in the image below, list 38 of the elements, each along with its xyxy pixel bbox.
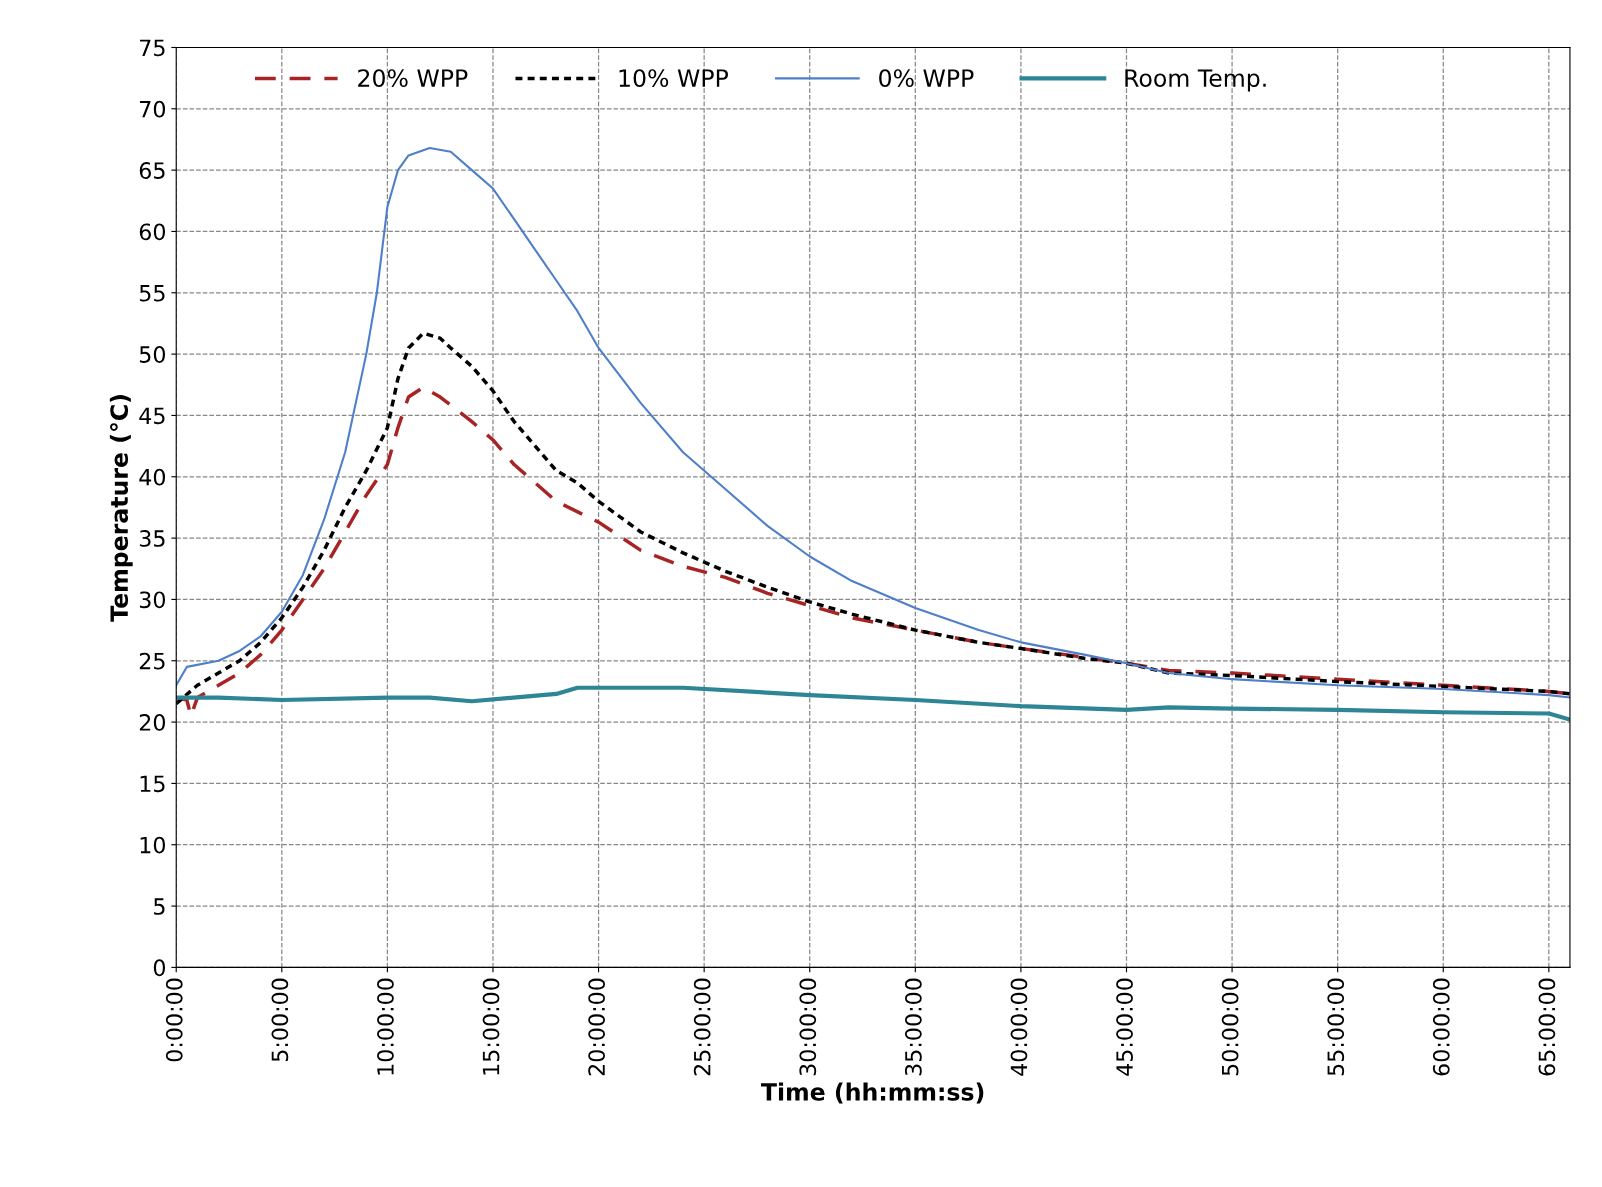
legend-label: 20% WPP — [358, 69, 468, 88]
y-tick-label: 75 — [140, 39, 165, 57]
y-tick-label: 55 — [139, 285, 165, 302]
y-tick-label: 5 — [154, 898, 165, 915]
x-tick-label: 10:00:00 — [377, 978, 394, 1075]
y-tick-label: 15 — [140, 775, 165, 793]
y-tick-label: 20 — [139, 714, 166, 731]
y-tick-label: 10 — [140, 836, 166, 854]
x-tick-label: 20:00:00 — [588, 978, 606, 1076]
x-tick-label: 30:00:00 — [799, 978, 817, 1076]
legend-label: 10% WPP — [619, 69, 729, 88]
legend-label: Room Temp. — [1125, 69, 1266, 92]
x-tick-label: 55:00:00 — [1327, 978, 1345, 1076]
y-tick-label: 70 — [140, 100, 166, 118]
y-tick-label: 65 — [139, 162, 165, 179]
x-tick-label: 15:00:00 — [482, 978, 500, 1075]
x-tick-label: 35:00:00 — [904, 978, 922, 1076]
y-tick-label: 50 — [139, 346, 166, 363]
x-tick-label: 40:00:00 — [1010, 978, 1028, 1076]
x-tick-label: 50:00:00 — [1221, 978, 1239, 1076]
legend-label: 0% WPP — [879, 69, 974, 88]
x-tick-label: 5:00:00 — [271, 978, 289, 1062]
y-tick-label: 40 — [139, 468, 166, 486]
x-axis-title: Time (hh:mm:ss) — [760, 1082, 984, 1104]
x-tick-label: 25:00:00 — [693, 978, 711, 1076]
y-tick-label: 25 — [139, 652, 165, 670]
x-tick-label: 65:00:00 — [1538, 978, 1556, 1076]
line-series — [176, 147, 1570, 699]
y-tick-label: 35 — [139, 530, 165, 547]
y-tick-label: 60 — [139, 223, 166, 241]
x-tick-label: 0:00:00 — [165, 978, 183, 1062]
y-axis-title: Temperature (°C) — [109, 395, 133, 622]
x-tick-label: 60:00:00 — [1432, 978, 1450, 1076]
x-tick-label: 45:00:00 — [1116, 978, 1133, 1076]
line-series — [176, 685, 1570, 722]
y-tick-label: 30 — [139, 591, 166, 609]
y-tick-label: 0 — [153, 959, 166, 977]
y-tick-label: 45 — [139, 407, 165, 425]
